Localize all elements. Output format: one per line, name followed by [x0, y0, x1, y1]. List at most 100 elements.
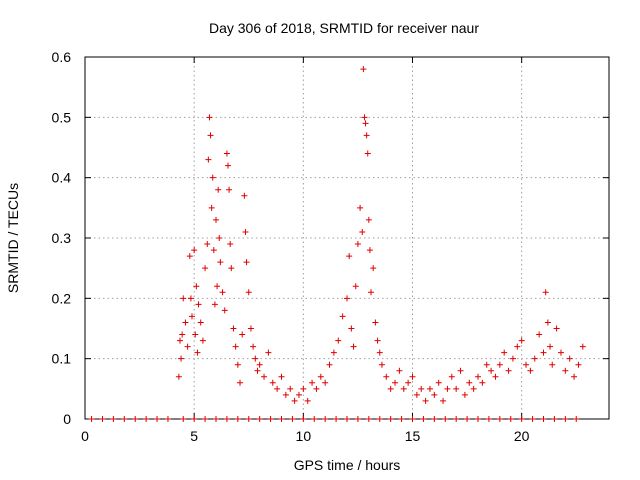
data-point [234, 361, 241, 368]
grid-lines [85, 57, 609, 419]
data-point [536, 331, 543, 338]
chart-title: Day 306 of 2018, SRMTID for receiver nau… [209, 20, 479, 36]
data-point [309, 379, 316, 386]
data-point [527, 367, 534, 374]
data-point [208, 204, 215, 211]
data-point [339, 313, 346, 320]
data-point [184, 343, 191, 350]
data-point [562, 416, 569, 422]
data-point [475, 416, 481, 422]
data-point [211, 301, 218, 308]
data-point [192, 331, 199, 338]
data-point [431, 391, 438, 398]
data-point [350, 343, 357, 350]
data-point [346, 253, 353, 260]
data-point [252, 355, 259, 362]
data-point [247, 325, 254, 332]
data-point [365, 416, 372, 422]
data-point [453, 416, 460, 422]
data-point [213, 416, 219, 422]
data-point [330, 349, 337, 356]
data-point [366, 247, 373, 254]
data-point [216, 235, 223, 241]
data-point [287, 385, 294, 392]
data-point [242, 228, 249, 235]
data-point [193, 283, 200, 290]
data-point [295, 391, 302, 398]
data-point [217, 259, 224, 266]
data-point [291, 397, 298, 404]
data-point [485, 416, 492, 422]
data-point [409, 373, 416, 380]
x-tick-label: 0 [81, 428, 89, 444]
data-point [209, 174, 216, 181]
data-point [278, 416, 285, 422]
data-point [422, 397, 429, 404]
data-point [304, 397, 311, 404]
data-point [267, 416, 274, 422]
data-point [363, 132, 370, 139]
y-tick-label: 0 [63, 411, 71, 427]
data-point [549, 361, 556, 368]
data-point [180, 295, 187, 302]
data-point [317, 373, 324, 380]
data-point [501, 349, 508, 356]
data-point [99, 416, 106, 422]
data-point [413, 391, 420, 398]
x-tick-label: 15 [405, 428, 421, 444]
data-point [461, 391, 468, 398]
data-point [194, 349, 201, 356]
data-point [396, 367, 403, 374]
data-point [225, 162, 232, 169]
data-point [440, 397, 447, 404]
y-tick-label: 0.6 [52, 49, 72, 65]
data-point [400, 385, 407, 392]
data-point [523, 361, 530, 368]
data-point [354, 416, 361, 422]
data-point [265, 349, 272, 356]
y-tick-label: 0.3 [52, 230, 72, 246]
data-point [457, 367, 464, 374]
data-point [418, 385, 425, 392]
data-point [274, 385, 281, 392]
data-point [529, 416, 536, 422]
data-point [202, 416, 209, 422]
data-point [409, 416, 416, 422]
data-point [562, 367, 569, 374]
data-point [505, 367, 512, 374]
data-point [227, 241, 234, 248]
x-tick-label: 10 [296, 428, 312, 444]
data-point [531, 355, 538, 362]
data-point [282, 391, 289, 398]
data-point [364, 150, 371, 157]
data-point [376, 349, 383, 356]
data-point [300, 385, 307, 392]
data-point [387, 416, 394, 422]
data-point [205, 156, 212, 163]
data-point [182, 319, 189, 326]
y-axis-label: SRMTID / TECUs [5, 183, 21, 293]
data-point [245, 289, 252, 296]
data-point [110, 416, 117, 422]
data-point [448, 373, 455, 380]
data-point [483, 361, 490, 368]
axis-ticks: 0 5 10 15 20 0 0.1 0.2 0.3 0.4 0.5 0.6 [52, 49, 609, 444]
data-point [376, 416, 383, 422]
data-point [180, 416, 187, 422]
data-point [553, 325, 560, 332]
data-point [333, 416, 340, 422]
data-point [164, 416, 171, 422]
y-tick-label: 0.5 [52, 109, 72, 125]
data-point [300, 416, 307, 422]
data-point [254, 367, 261, 374]
data-point [387, 385, 394, 392]
data-point [431, 416, 438, 422]
data-point [579, 343, 586, 350]
data-point [221, 307, 228, 314]
data-point [243, 259, 250, 266]
data-point [207, 132, 214, 139]
data-point [352, 283, 359, 290]
x-tick-label: 20 [514, 428, 530, 444]
data-point [223, 416, 230, 422]
